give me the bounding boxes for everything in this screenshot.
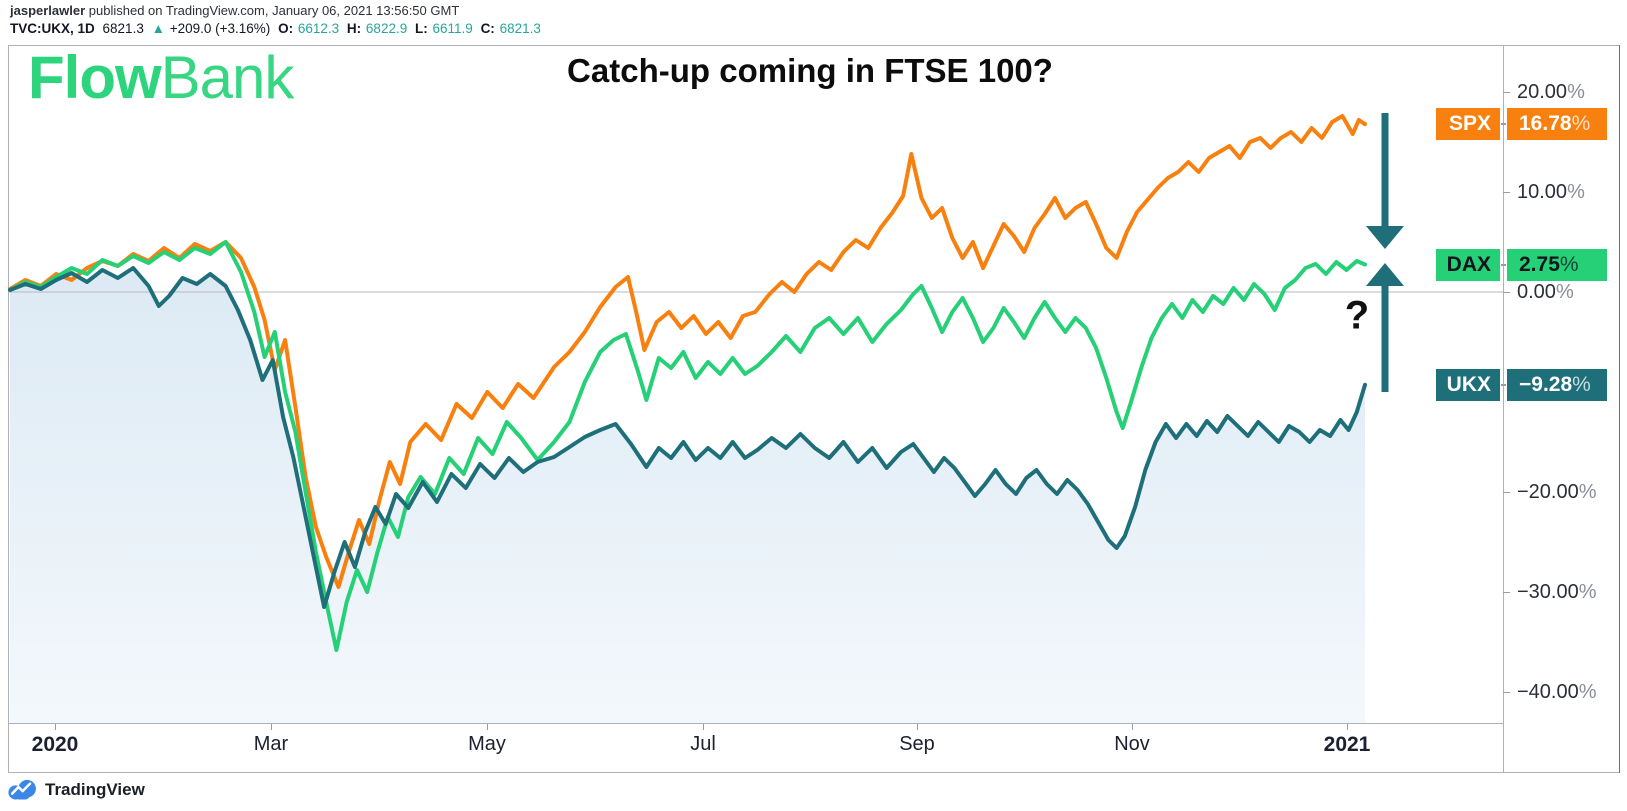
low-value: 6611.9: [432, 21, 473, 36]
x-axis-label-2020: 2020: [31, 733, 79, 756]
flowbank-logo-flow: Flow: [28, 44, 162, 111]
tradingview-brand-text: TradingView: [45, 779, 145, 799]
last-price: 6821.3: [102, 21, 144, 36]
x-axis-label-2021: 2021: [1323, 733, 1371, 756]
x-axis-label-jul: Jul: [690, 733, 716, 755]
x-axis-label-nov: Nov: [1114, 733, 1150, 755]
x-axis-label-mar: Mar: [253, 733, 289, 755]
close-label: C:: [480, 21, 495, 36]
price-axis-line: [1503, 45, 1504, 773]
y-axis-tick: [1503, 92, 1510, 93]
author-name: jasperlawler: [10, 3, 86, 18]
close-value: 6821.3: [499, 21, 541, 36]
price-change: +209.0 (+3.16%): [169, 21, 271, 36]
tradingview-cloud-icon: [8, 779, 36, 800]
y-axis-label: −30.00%: [1517, 581, 1597, 603]
y-axis-label: 10.00%: [1517, 181, 1585, 203]
price-label-value-ukx[interactable]: −9.28%: [1507, 368, 1607, 401]
x-axis-tick: [917, 724, 918, 730]
price-label-symbol-ukx[interactable]: UKX: [1436, 368, 1500, 401]
x-axis-label-sep: Sep: [899, 733, 935, 755]
published-text: published on TradingView.com, January 06…: [85, 3, 460, 18]
question-mark-annotation: ?: [1344, 293, 1370, 338]
price-label-symbol-dax[interactable]: DAX: [1436, 248, 1500, 281]
y-axis-tick: [1503, 692, 1510, 693]
tradingview-footer[interactable]: TradingView: [8, 779, 145, 800]
x-axis-tick: [487, 724, 488, 730]
price-axis-tick: [1500, 123, 1506, 126]
price-label-value-dax[interactable]: 2.75%: [1507, 248, 1607, 281]
price-label-value-spx[interactable]: 16.78%: [1507, 108, 1607, 141]
flowbank-logo-bank: Bank: [160, 44, 295, 111]
x-axis-label-may: May: [468, 733, 506, 755]
open-label: O:: [278, 21, 294, 36]
y-axis-tick: [1503, 592, 1510, 593]
y-axis-tick: [1503, 192, 1510, 193]
x-axis-tick: [703, 724, 704, 730]
y-axis-label: 0.00%: [1517, 281, 1574, 303]
symbol-interval: TVC:UKX, 1D: [10, 21, 95, 36]
flowbank-logo: FlowBank: [28, 48, 294, 108]
open-value: 6612.3: [297, 21, 340, 36]
frame-left-border: [8, 45, 9, 773]
high-label: H:: [346, 21, 362, 36]
frame-right-border: [1619, 45, 1620, 773]
time-axis[interactable]: 2020 Mar May Jul Sep Nov 2021: [8, 723, 1503, 772]
price-axis-tick: [1500, 383, 1506, 386]
x-axis-tick: [271, 724, 272, 730]
price-label-symbol-spx[interactable]: SPX: [1436, 108, 1500, 141]
chart-title: Catch-up coming in FTSE 100?: [567, 52, 1053, 89]
plot-bottom-axis-line: [8, 723, 1504, 724]
frame-top-border: [8, 45, 1620, 46]
x-axis-tick: [55, 724, 56, 730]
y-axis-label: −40.00%: [1517, 681, 1597, 703]
high-value: 6822.9: [365, 21, 408, 36]
publish-line: jasperlawler published on TradingView.co…: [10, 3, 459, 18]
price-axis-tick: [1500, 263, 1506, 266]
symbol-ohlc-line: TVC:UKX, 1D 6821.3 ▲ +209.0 (+3.16%) O: …: [10, 21, 545, 36]
frame-bottom-border: [8, 772, 1620, 773]
up-triangle-icon: ▲: [151, 21, 165, 36]
x-axis-tick: [1132, 724, 1133, 730]
y-axis-label: 20.00%: [1517, 81, 1585, 103]
x-axis-tick: [1347, 724, 1348, 730]
y-axis-tick: [1503, 492, 1510, 493]
y-axis-tick: [1503, 292, 1510, 293]
chart-frame: 2020 Mar May Jul Sep Nov 2021 20.00% 10.00% 0.00…: [8, 45, 1620, 773]
low-label: L:: [414, 21, 428, 36]
y-axis-label: −20.00%: [1517, 481, 1597, 503]
